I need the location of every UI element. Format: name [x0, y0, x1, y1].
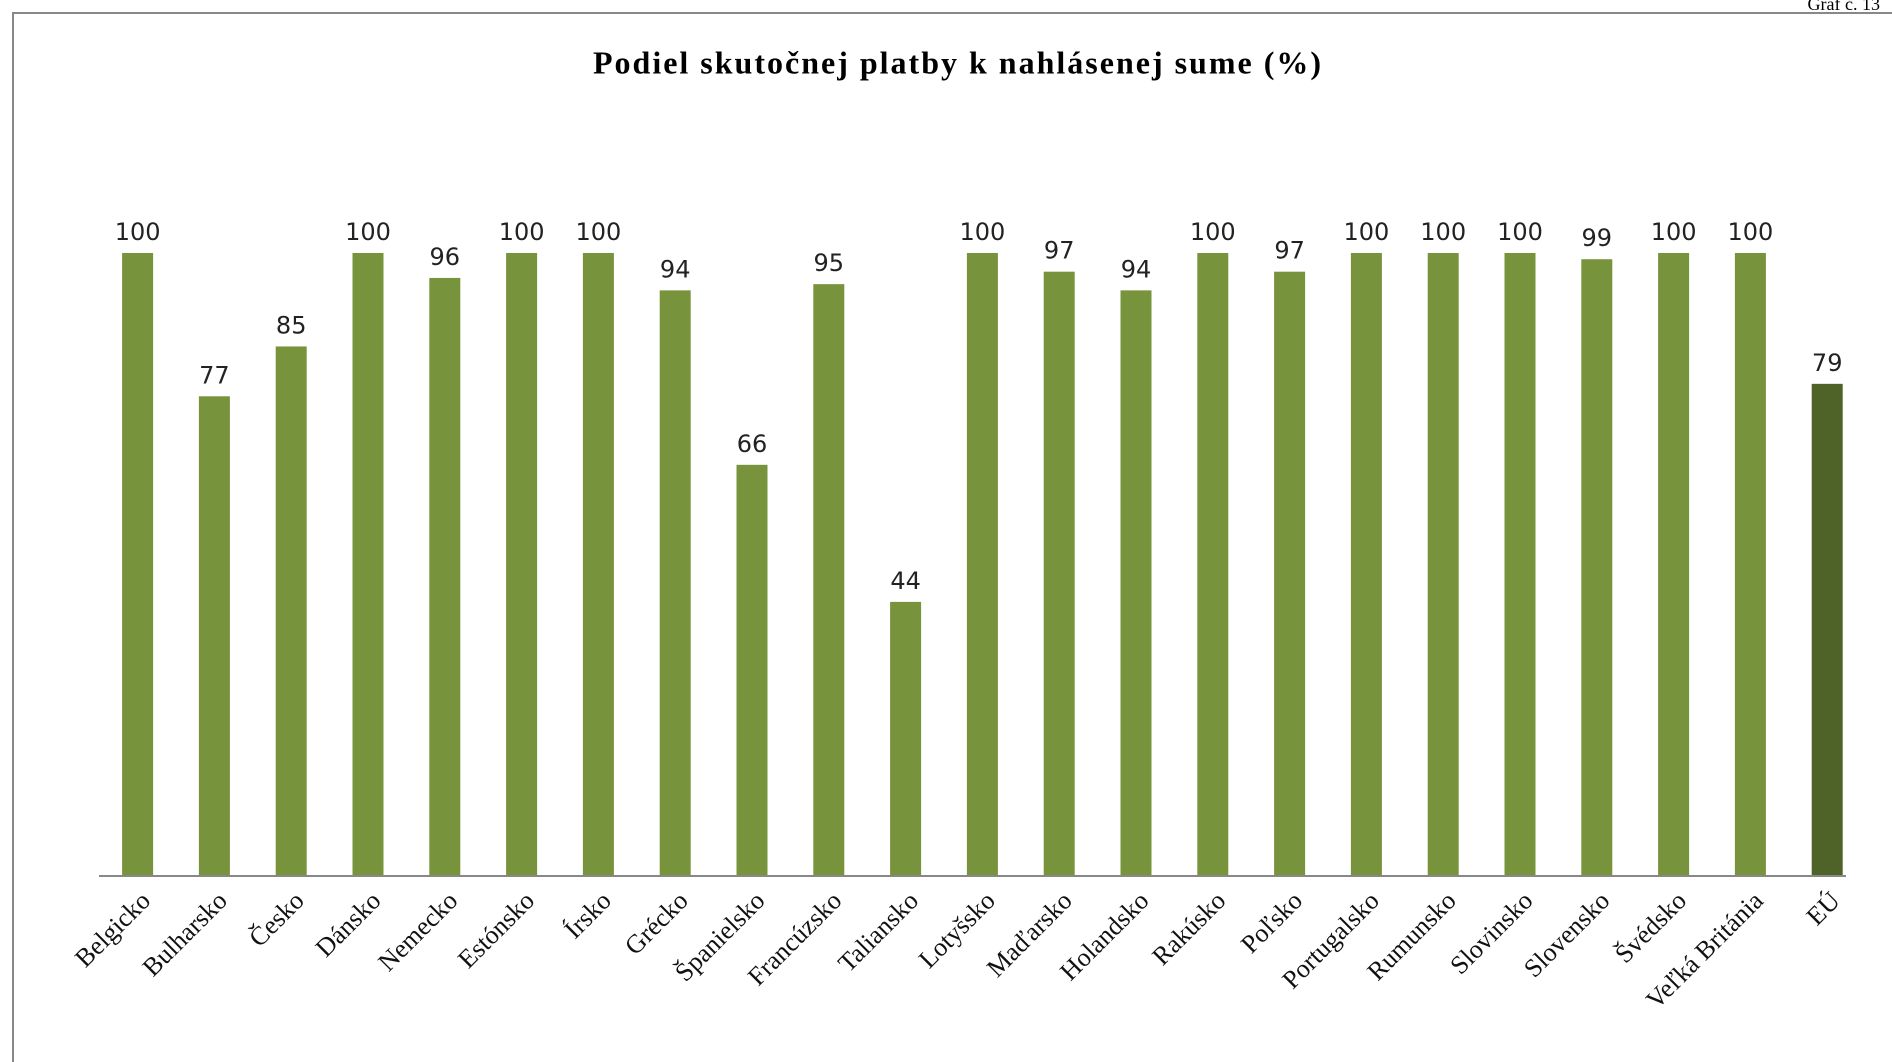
value-label: 100: [1190, 218, 1236, 246]
value-label: 100: [1420, 218, 1466, 246]
value-label: 44: [890, 567, 921, 595]
value-label: 100: [575, 218, 621, 246]
x-tick-label: Bulharsko: [137, 886, 233, 982]
value-label: 100: [499, 218, 545, 246]
value-label: 99: [1582, 224, 1613, 252]
bar: [352, 253, 384, 876]
bar: [813, 284, 845, 876]
bar: [1504, 253, 1536, 876]
bar: [659, 290, 691, 876]
bar: [1427, 253, 1459, 876]
bar: [966, 253, 998, 876]
value-label: 100: [1497, 218, 1543, 246]
bar: [1350, 253, 1382, 876]
frame: [12, 12, 1892, 1062]
x-tick-label: Dánsko: [310, 886, 387, 963]
bar: [1734, 253, 1766, 876]
bar: [1658, 253, 1690, 876]
x-tick-label: Taliansko: [832, 886, 924, 978]
x-tick-label: Rakúsko: [1146, 886, 1231, 971]
x-tick-label: Slovensko: [1518, 886, 1615, 983]
bar: [122, 253, 154, 876]
value-label: 94: [1121, 255, 1152, 283]
x-tick-label: Nemecko: [372, 886, 463, 977]
chart-title: Podiel skutočnej platby k nahlásenej sum…: [593, 44, 1323, 80]
x-tick-label: EÚ: [1801, 886, 1846, 931]
value-label: 100: [345, 218, 391, 246]
value-label: 97: [1044, 237, 1075, 265]
value-label: 95: [814, 249, 845, 277]
x-tick-label: Grécko: [619, 886, 694, 961]
value-label: 85: [276, 311, 307, 339]
value-label: 66: [737, 430, 768, 458]
bar: [1197, 253, 1229, 876]
bar: [1120, 290, 1152, 876]
bar: [1811, 383, 1843, 876]
x-tick-label: Poľsko: [1235, 886, 1308, 959]
corner-label: Graf č. 13: [1808, 0, 1880, 14]
bar: [198, 396, 230, 876]
bar: [275, 346, 307, 876]
value-label: 100: [1343, 218, 1389, 246]
value-label: 94: [660, 255, 691, 283]
value-label: 96: [430, 243, 461, 271]
value-label: 100: [1651, 218, 1697, 246]
value-label: 100: [959, 218, 1005, 246]
value-label: 100: [1727, 218, 1773, 246]
value-label: 77: [199, 361, 230, 389]
bar: [1043, 271, 1075, 876]
value-label: 100: [115, 218, 161, 246]
bar: [890, 601, 922, 876]
x-tick-label: Estónsko: [452, 886, 540, 974]
x-tick-label: Írsko: [559, 886, 617, 944]
bar: [1581, 259, 1613, 877]
bar: [736, 464, 768, 876]
x-tick-label: Česko: [243, 886, 309, 952]
bar: [506, 253, 538, 876]
bar: [582, 253, 614, 876]
value-label: 97: [1274, 237, 1305, 265]
bar: [429, 277, 461, 876]
value-label: 79: [1812, 349, 1843, 377]
bar: [1274, 271, 1306, 876]
